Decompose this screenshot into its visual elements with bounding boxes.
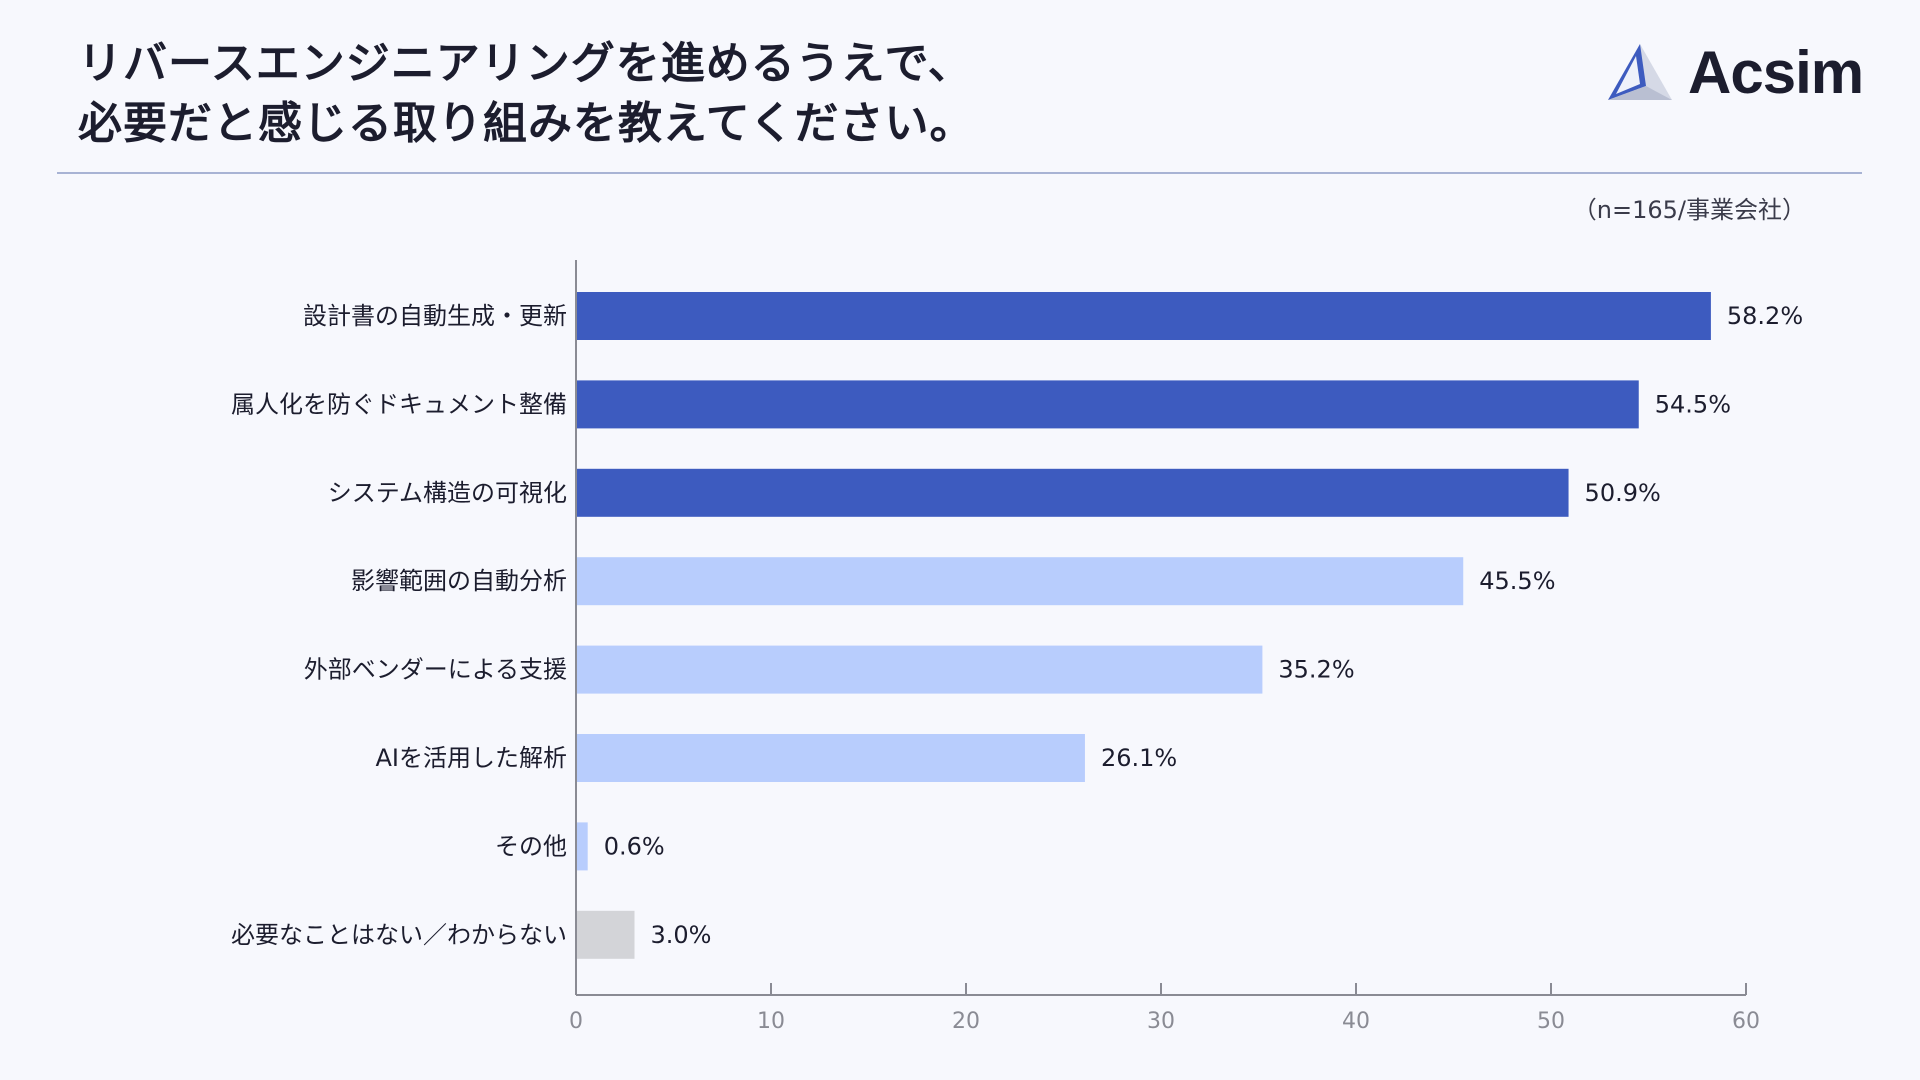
bar <box>576 380 1639 429</box>
bar <box>576 468 1569 517</box>
x-tick-label: 30 <box>1147 1009 1175 1034</box>
category-label: 影響範囲の自動分析 <box>351 567 567 595</box>
category-label: 属人化を防ぐドキュメント整備 <box>231 390 567 418</box>
category-label: 必要なことはない／わからない <box>231 921 567 949</box>
logo-text: Acsim <box>1688 39 1864 106</box>
value-label: 54.5% <box>1655 390 1731 418</box>
bar <box>576 822 588 871</box>
bar <box>576 645 1263 694</box>
bar <box>576 292 1711 340</box>
value-label: 50.9% <box>1585 479 1661 507</box>
bar <box>576 734 1085 782</box>
value-label: 3.0% <box>651 921 712 949</box>
title-divider <box>57 172 1862 174</box>
x-tick-label: 40 <box>1342 1009 1370 1034</box>
value-label: 0.6% <box>604 832 665 860</box>
x-tick-label: 0 <box>569 1009 583 1034</box>
x-tick-label: 20 <box>952 1009 980 1034</box>
category-label: システム構造の可視化 <box>328 479 567 507</box>
logo: Acsim <box>1606 38 1864 107</box>
title-line-1: リバースエンジニアリングを進めるうえで、 <box>78 38 973 89</box>
bar <box>576 557 1464 606</box>
category-label: 外部ベンダーによる支援 <box>304 656 567 684</box>
sample-size-note: （n=165/事業会社） <box>1572 196 1806 224</box>
x-tick-label: 10 <box>757 1009 785 1034</box>
category-label: AIを活用した解析 <box>376 744 568 772</box>
category-label: その他 <box>495 832 567 860</box>
page-title: リバースエンジニアリングを進めるうえで、 必要だと感じる取り組みを教えてください… <box>78 34 974 154</box>
triangle-logo-icon <box>1608 43 1672 100</box>
x-tick-label: 60 <box>1732 1009 1760 1034</box>
value-label: 45.5% <box>1479 567 1555 595</box>
bar <box>576 910 635 959</box>
value-label: 58.2% <box>1727 302 1803 330</box>
title-line-2: 必要だと感じる取り組みを教えてください。 <box>78 98 975 149</box>
value-label: 35.2% <box>1278 656 1354 684</box>
x-tick-label: 50 <box>1537 1009 1565 1034</box>
category-label: 設計書の自動生成・更新 <box>303 302 567 330</box>
value-label: 26.1% <box>1101 744 1177 772</box>
